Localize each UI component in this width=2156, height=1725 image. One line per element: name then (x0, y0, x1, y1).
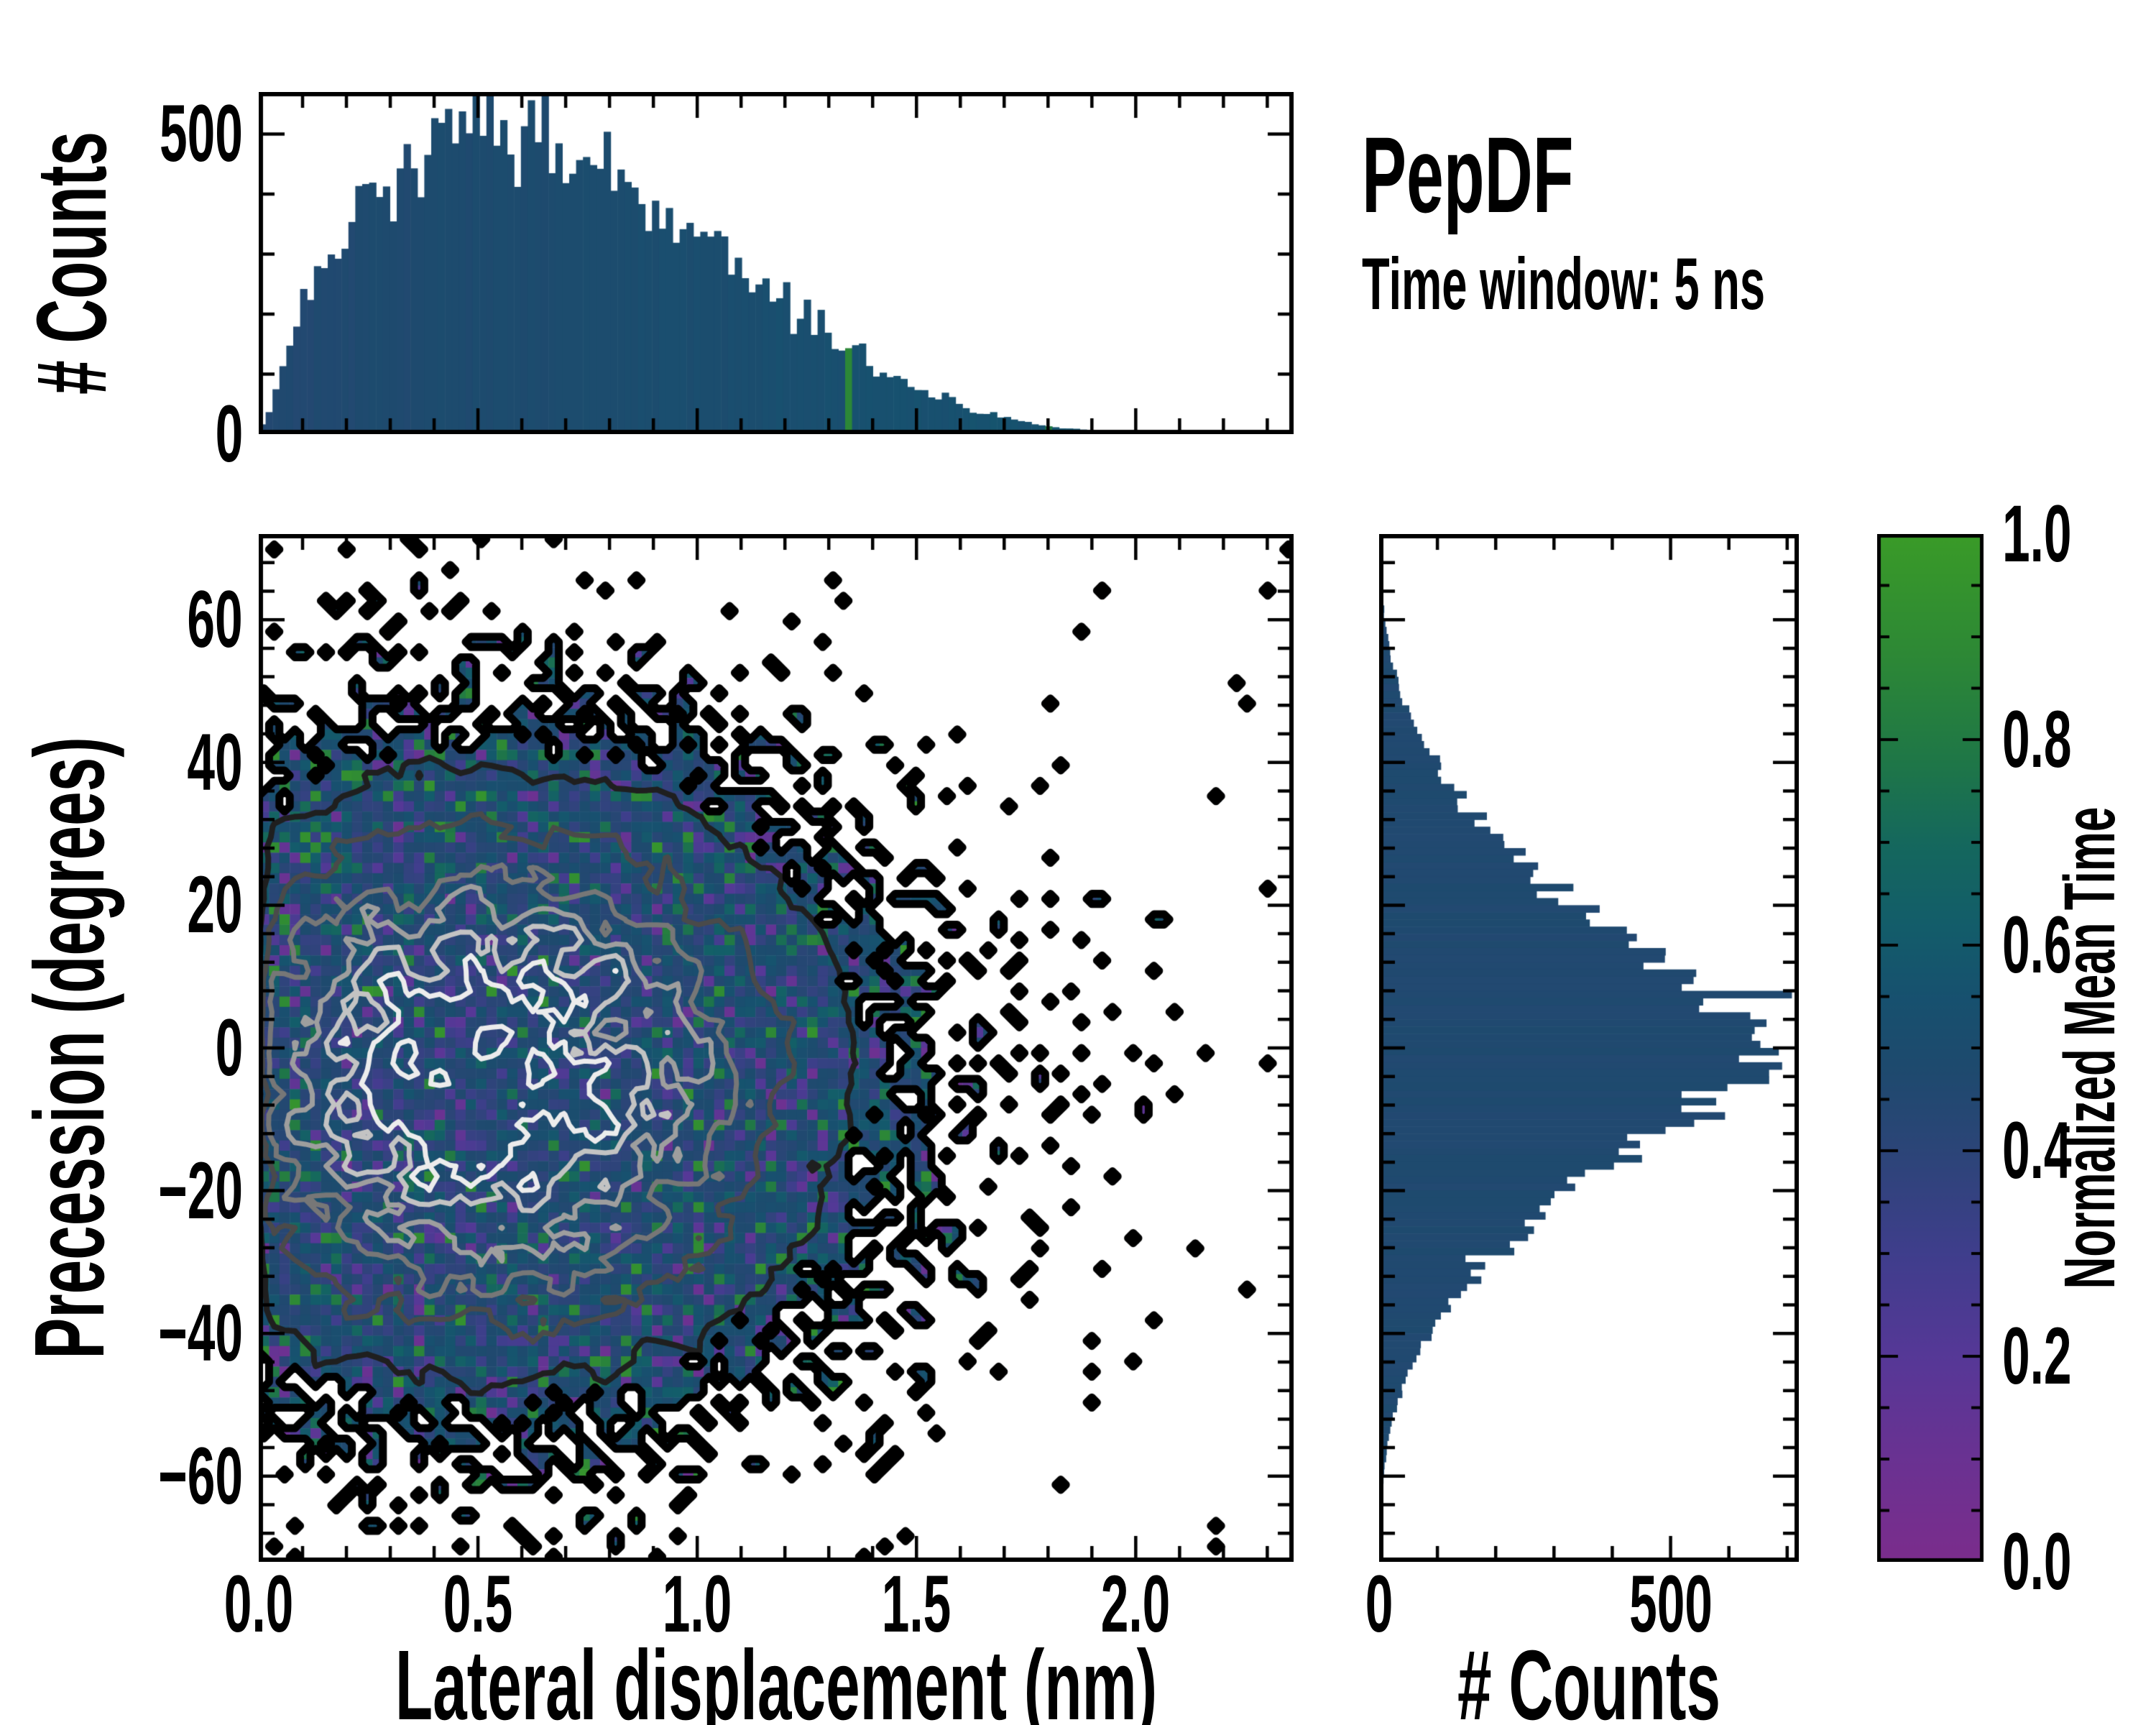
main-x-tick-label: 1.0 (641, 1564, 753, 1644)
colorbar-tick-label-text: 0.6 (2002, 900, 2072, 990)
main-xlabel-text: Lateral displacement (nm) (395, 1630, 1158, 1725)
plot-subtitle: Time window: 5 ns (1362, 247, 2012, 321)
main-x-tick-label-text: 1.5 (881, 1559, 952, 1649)
colorbar-tick-label: 0.8 (2002, 699, 2114, 780)
main-x-tick-label-text: 1.0 (662, 1559, 732, 1649)
colorbar-tick-label-text: 0.8 (2002, 694, 2072, 784)
main-y-tick-label: 40 (153, 722, 243, 803)
right-hist-x-tick-label-text: 500 (1628, 1559, 1713, 1649)
right-histogram-xlabel: # Counts (1377, 1636, 1801, 1725)
joint-heatmap-canvas (259, 534, 1294, 1562)
main-y-tick-label-text: −40 (158, 1288, 243, 1379)
top-hist-y-tick-label: 500 (109, 93, 243, 174)
colorbar-tick-label: 0.0 (2002, 1522, 2114, 1602)
top-hist-y-tick-label: 0 (198, 394, 243, 474)
colorbar-tick-label: 0.6 (2002, 905, 2114, 985)
top-histogram-ylabel: # Counts (17, 51, 127, 475)
main-y-tick-label: 60 (153, 579, 243, 660)
colorbar-canvas (1877, 534, 1984, 1562)
main-y-tick-label: −40 (106, 1293, 243, 1374)
right-histogram-canvas (1379, 534, 1799, 1562)
colorbar-tick-label-text: 0.2 (2002, 1311, 2072, 1401)
main-y-tick-label: −60 (106, 1430, 243, 1521)
colorbar-tick-label-text: 1.0 (2002, 489, 2072, 579)
colorbar-tick-label: 0.2 (2002, 1316, 2114, 1397)
main-y-tick-label-text: −20 (158, 1145, 243, 1236)
right-hist-x-tick-label: 500 (1603, 1564, 1738, 1644)
colorbar-label-text: Normalized Mean Time (2050, 806, 2130, 1289)
main-y-tick-label-text: 60 (187, 574, 243, 665)
main-ylabel: Precession (degrees) (14, 546, 125, 1550)
main-x-tick-label: 2.0 (1079, 1564, 1192, 1644)
main-y-tick-label: 20 (153, 865, 243, 945)
main-x-tick-label: 0.5 (422, 1564, 534, 1644)
main-y-tick-label-text: −60 (158, 1430, 243, 1521)
main-x-tick-label-text: 2.0 (1101, 1559, 1171, 1649)
plot-title-text: PepDF (1362, 114, 1574, 235)
top-histogram-ylabel-text: # Counts (17, 131, 127, 395)
main-x-tick-label: 0.0 (203, 1564, 315, 1644)
main-x-tick-label: 1.5 (860, 1564, 972, 1644)
colorbar-tick-label: 0.4 (2002, 1110, 2114, 1191)
right-hist-x-tick-label-text: 0 (1365, 1559, 1393, 1649)
top-hist-y-tick-label-text: 0 (215, 389, 243, 479)
right-histogram-xlabel-text: # Counts (1457, 1630, 1721, 1725)
main-y-tick-label-text: 0 (215, 1003, 243, 1092)
right-hist-x-tick-label: 0 (1357, 1564, 1401, 1644)
main-x-tick-label-text: 0.5 (443, 1559, 513, 1649)
colorbar-tick-label: 1.0 (2002, 494, 2114, 574)
main-x-tick-label-text: 0.0 (224, 1559, 294, 1649)
colorbar-tick-label-text: 0.4 (2002, 1105, 2072, 1195)
main-y-tick-label-text: 20 (187, 860, 243, 950)
top-hist-y-tick-label-text: 500 (160, 88, 243, 179)
plot-subtitle-text: Time window: 5 ns (1362, 243, 1766, 325)
main-y-tick-label: 0 (198, 1008, 243, 1088)
top-histogram-canvas (259, 92, 1294, 434)
main-xlabel: Lateral displacement (nm) (162, 1636, 1391, 1725)
main-y-tick-label-text: 40 (187, 717, 243, 807)
plot-title: PepDF (1362, 121, 1703, 229)
main-y-tick-label: −20 (106, 1145, 243, 1236)
main-ylabel-text: Precession (degrees) (14, 737, 125, 1359)
colorbar-tick-label-text: 0.0 (2002, 1517, 2072, 1606)
